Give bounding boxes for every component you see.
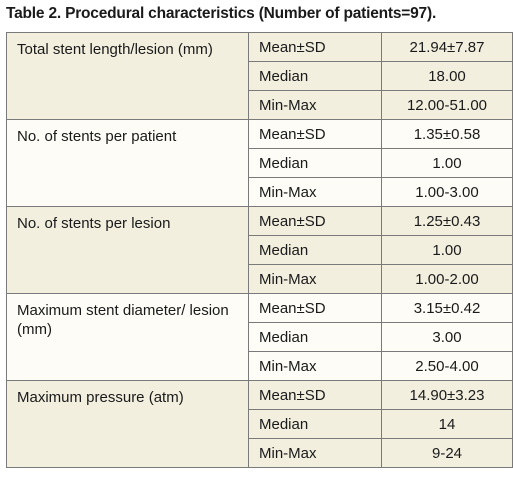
stat-value: 2.50-4.00 <box>381 351 513 381</box>
table-row: Median 18.00 <box>7 61 513 91</box>
stat-value: 1.00 <box>381 148 513 178</box>
table-row: Maximum stent diameter/ lesion (mm) Mean… <box>6 293 513 381</box>
stat-label: Min-Max <box>248 438 382 468</box>
row-group-label: Total stent length/lesion (mm) <box>6 32 249 120</box>
stat-label: Mean±SD <box>248 119 382 149</box>
table-row: Maximum pressure (atm) Mean±SD 14.90±3.2… <box>6 380 513 468</box>
stat-label: Median <box>248 322 382 352</box>
stat-label: Median <box>248 409 382 439</box>
stat-value: 1.00-2.00 <box>381 264 513 294</box>
stat-value: 21.94±7.87 <box>381 32 513 62</box>
stat-value: 1.25±0.43 <box>381 206 513 236</box>
stat-value: 3.15±0.42 <box>381 293 513 323</box>
table-title: Table 2. Procedural characteristics (Num… <box>6 5 437 22</box>
table-row: Median 1.00 <box>7 235 513 265</box>
table-row: Min-Max 2.50-4.00 <box>7 351 513 381</box>
table-row: Median 3.00 <box>7 322 513 352</box>
stat-label: Median <box>248 235 382 265</box>
stat-value: 1.00-3.00 <box>381 177 513 207</box>
stat-label: Mean±SD <box>248 293 382 323</box>
stat-value: 1.00 <box>381 235 513 265</box>
stat-value: 9-24 <box>381 438 513 468</box>
stat-label: Median <box>248 148 382 178</box>
stat-value: 12.00-51.00 <box>381 90 513 120</box>
stat-value: 14 <box>381 409 513 439</box>
stat-value: 1.35±0.58 <box>381 119 513 149</box>
table-row: No. of stents per lesion Mean±SD 1.25±0.… <box>6 206 513 294</box>
stat-label: Min-Max <box>248 351 382 381</box>
row-group-label: No. of stents per lesion <box>6 206 249 294</box>
stat-label: Min-Max <box>248 264 382 294</box>
stat-label: Mean±SD <box>248 32 382 62</box>
stat-value: 3.00 <box>381 322 513 352</box>
procedural-characteristics-table: Total stent length/lesion (mm) Mean±SD 2… <box>6 32 513 468</box>
table-row: No. of stents per patient Mean±SD 1.35±0… <box>6 119 513 207</box>
stat-label: Min-Max <box>248 177 382 207</box>
table-row: Median 1.00 <box>7 148 513 178</box>
table-row: Min-Max 1.00-3.00 <box>7 177 513 207</box>
table-row: Min-Max 9-24 <box>7 438 513 468</box>
row-group-label: Maximum pressure (atm) <box>6 380 249 468</box>
stat-label: Median <box>248 61 382 91</box>
stat-label: Mean±SD <box>248 380 382 410</box>
stat-label: Min-Max <box>248 90 382 120</box>
row-group-label: Maximum stent diameter/ lesion (mm) <box>6 293 249 381</box>
stat-label: Mean±SD <box>248 206 382 236</box>
row-group-label: No. of stents per patient <box>6 119 249 207</box>
stat-value: 14.90±3.23 <box>381 380 513 410</box>
stat-value: 18.00 <box>381 61 513 91</box>
table-row: Total stent length/lesion (mm) Mean±SD 2… <box>6 32 513 120</box>
table-row: Min-Max 1.00-2.00 <box>7 264 513 294</box>
